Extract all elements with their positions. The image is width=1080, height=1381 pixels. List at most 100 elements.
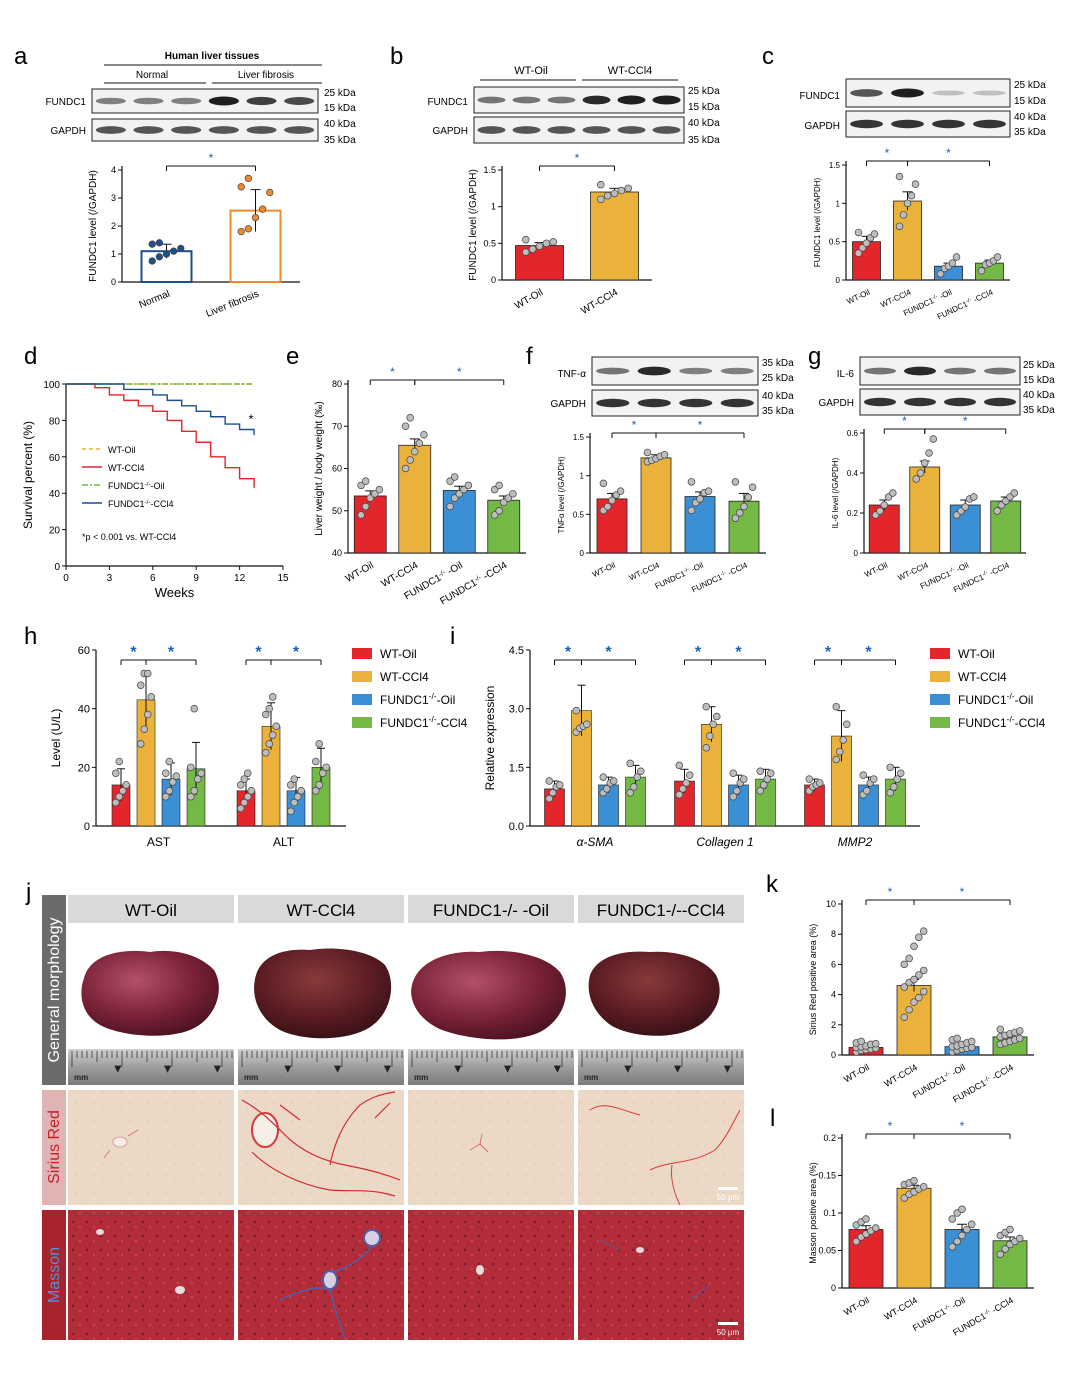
chart-c-category-label: WT-Oil — [845, 288, 871, 307]
chart-e-data-point — [415, 439, 424, 447]
blot-f-band — [596, 398, 630, 408]
chart-h-data-point — [244, 769, 252, 777]
chart-b-data-point — [542, 239, 551, 248]
chart-g-data-point — [925, 449, 933, 457]
chart-c-data-point — [977, 267, 986, 275]
blot-f-row-1: GAPDH 40 kDa 35 kDa — [550, 389, 794, 417]
chart-l-data-point — [948, 1242, 957, 1251]
blot-c-band — [932, 119, 965, 129]
chart-h-legend-label: FUNDC1-/--Oil — [380, 691, 455, 707]
chart-h-data-point — [269, 693, 277, 701]
chart-e-data-point — [450, 473, 459, 481]
chart-h-data-point — [287, 807, 295, 816]
blot-a-row-1-marker-0: 40 kDa — [324, 119, 356, 130]
chart-e-y-tick-label: 50 — [332, 506, 342, 516]
chart-g-y-tick-label: 0.2 — [847, 509, 859, 518]
chart-h-data-point — [272, 722, 281, 731]
chart-i-data-point — [626, 759, 634, 768]
chart-b-data-point — [522, 248, 530, 256]
chart-e-data-point — [411, 447, 419, 456]
chart-h-data-point — [162, 792, 170, 801]
chart-i-data-point — [886, 789, 894, 797]
panel-label-c: c — [762, 43, 774, 70]
chart-a-category-label: Liver fibrosis — [204, 289, 260, 320]
chart-i-data-point — [685, 771, 694, 779]
blot-f-row-0-marker-0: 35 kDa — [762, 358, 794, 369]
chart-k-data-point — [1015, 1027, 1024, 1035]
chart-d-legend-label: FUNDC1-/--CCl4 — [108, 499, 173, 510]
histology-row-label-bg-2 — [42, 1210, 66, 1340]
panel-label-b: b — [390, 43, 403, 70]
blot-b-band — [512, 96, 541, 104]
chart-c-data-point — [952, 253, 961, 261]
chart-f-data-point — [599, 479, 608, 488]
chart-i-data-point — [609, 777, 618, 785]
masson-image-1 — [238, 1210, 404, 1340]
ruler-arrow — [454, 1065, 462, 1073]
chart-c-bar — [852, 241, 881, 281]
chart-i-y-tick-label: 4.5 — [509, 645, 524, 657]
chart-k-category-label: WT-CCl4 — [882, 1062, 919, 1089]
chart-h-data-point — [137, 740, 145, 748]
chart-g-category-label: WT-Oil — [863, 561, 889, 580]
ruler-unit-2: mm — [414, 1073, 428, 1082]
chart-l-data-point — [958, 1205, 966, 1213]
chart-h-data-point — [319, 769, 327, 777]
histology-column-header-3: FUNDC1-/--CCl4 — [597, 901, 725, 920]
chart-g-data-point — [929, 435, 938, 443]
blot-b-band — [617, 126, 646, 134]
chart-g-significance-mark: * — [963, 414, 968, 428]
chart-e-data-point — [401, 422, 410, 431]
chart-k-data-point — [1015, 1034, 1024, 1043]
blot-a-header: Human liver tissues — [165, 51, 260, 62]
chart-g-data-point — [970, 493, 978, 501]
blot-b-row-1-name: GAPDH — [432, 126, 468, 137]
chart-c-data-point — [870, 230, 879, 238]
chart-i-data-point — [763, 775, 771, 783]
sirius-image-0 — [68, 1090, 234, 1205]
chart-f-data-point — [616, 487, 625, 495]
chart-e-significance-mark: * — [457, 365, 462, 379]
chart-c-data-point — [911, 180, 920, 188]
blot-a-row-0-name: FUNDC1 — [45, 97, 86, 108]
chart-k-data-point — [953, 1034, 961, 1043]
chart-l-data-point — [910, 1176, 918, 1185]
blot-g-band — [864, 367, 896, 375]
chart-i-data-point — [602, 785, 611, 793]
chart-e-data-point — [420, 430, 428, 439]
chart-l-y-label: Masson positive area (%) — [808, 1162, 818, 1264]
blot-b-band — [582, 95, 611, 105]
chart-f-bar — [684, 496, 716, 554]
chart-i-significance-mark: * — [865, 644, 872, 661]
blot-b-band — [617, 95, 646, 105]
ruler-arrow — [213, 1065, 221, 1073]
chart-i-legend-swatch — [930, 671, 950, 682]
chart-h-data-point — [162, 769, 170, 777]
chart-i-data-point — [636, 767, 645, 775]
chart-a-data-point — [155, 239, 164, 247]
chart-h-data-point — [294, 792, 302, 801]
histology-column-header-bg-2 — [408, 895, 574, 923]
chart-b-y-tick-label: 0 — [491, 275, 496, 285]
chart-h: 0 20 40 60 Level (U/L) AST ALT * * * * WT-Oil WT-CCl… — [49, 644, 468, 849]
chart-b-data-point — [603, 191, 612, 200]
chart-c-data-point — [854, 228, 863, 237]
chart-b-y-label: FUNDC1 level (/GAPDH) — [468, 169, 479, 281]
blot-b-band — [477, 126, 506, 134]
chart-a-data-point — [148, 257, 156, 265]
panel-label-j: j — [25, 879, 31, 906]
blot-c-band — [891, 119, 924, 129]
chart-h-legend-label: FUNDC1-/--CCl4 — [380, 714, 468, 730]
chart-h-data-point — [165, 757, 174, 766]
chart-k-data-point — [857, 1037, 865, 1046]
chart-d-x-tick-label: 3 — [107, 573, 113, 584]
chart-b-significance-mark: * — [575, 151, 580, 165]
chart-e-data-point — [361, 477, 370, 485]
chart-h-data-point — [269, 731, 277, 739]
chart-f-y-tick-label: 0 — [580, 549, 585, 558]
chart-i-data-point — [835, 747, 844, 756]
blot-b-band — [477, 96, 506, 104]
chart-e-data-point — [375, 485, 384, 494]
blot-a-row-0: FUNDC1 25 kDa 15 kDa — [45, 88, 356, 114]
